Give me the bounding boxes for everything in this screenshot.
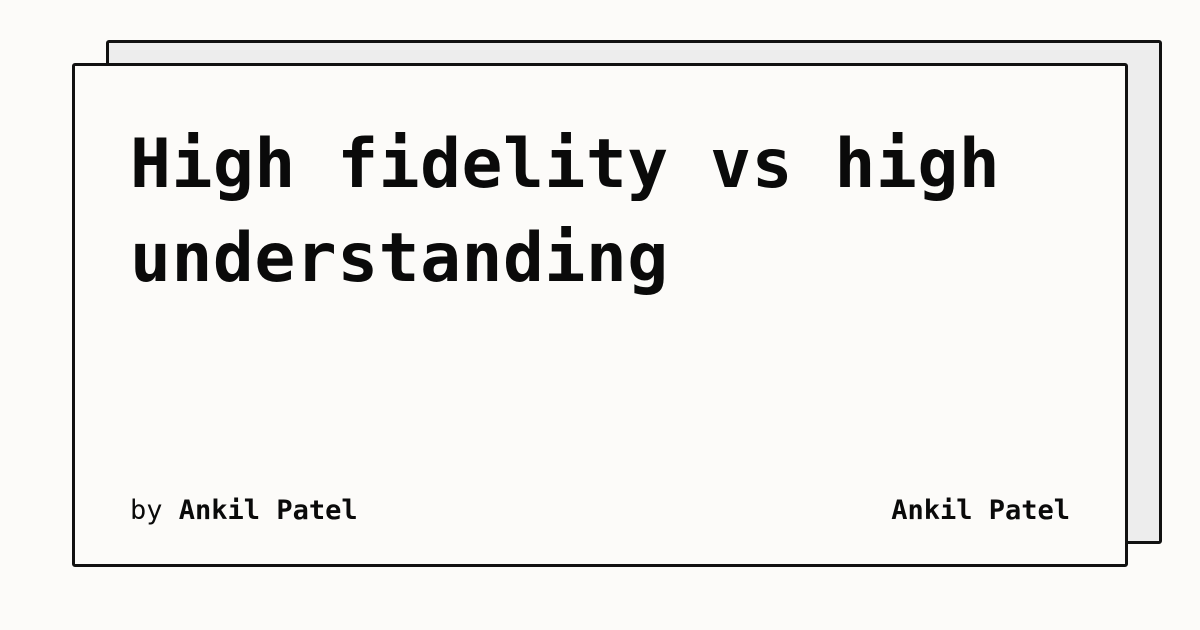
card: High fidelity vs high understanding by A… bbox=[72, 63, 1128, 567]
site-name: Ankil Patel bbox=[891, 495, 1070, 526]
page-title: High fidelity vs high understanding bbox=[130, 125, 1001, 298]
byline: by Ankil Patel bbox=[130, 494, 358, 528]
byline-prefix: by bbox=[130, 495, 163, 526]
author-name: Ankil Patel bbox=[178, 495, 358, 526]
